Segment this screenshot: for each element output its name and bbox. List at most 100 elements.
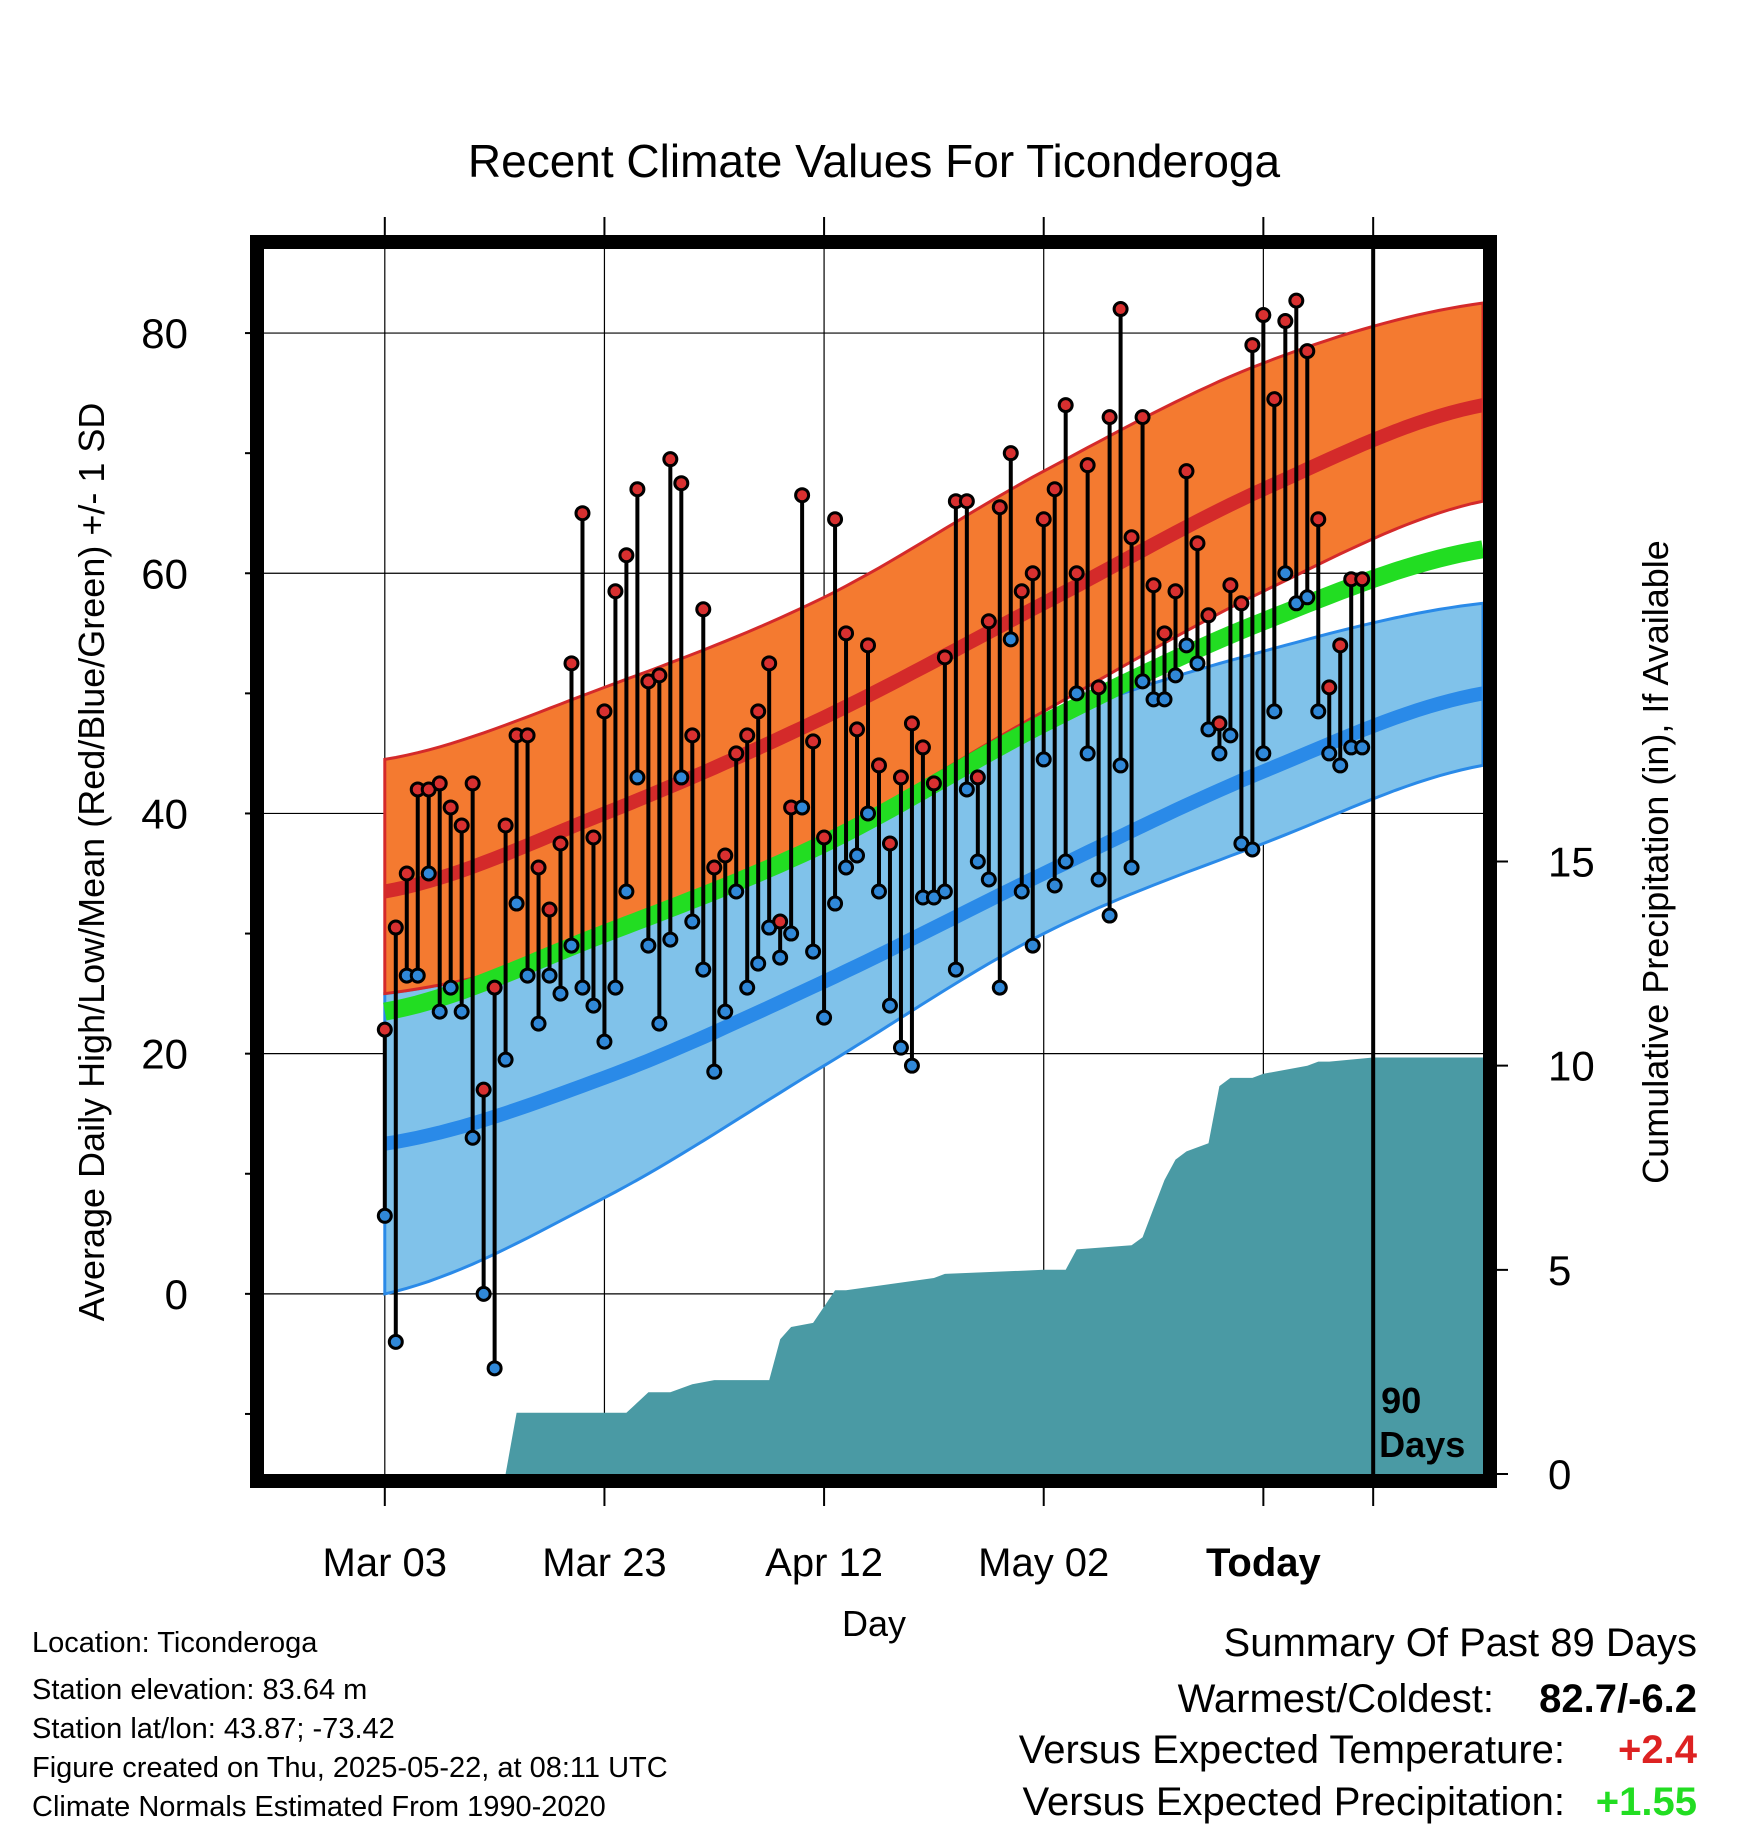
daily-low-point bbox=[442, 979, 459, 996]
daily-high-point bbox=[827, 511, 844, 528]
daily-high-point bbox=[442, 799, 459, 816]
daily-high-point bbox=[684, 727, 701, 744]
daily-low-point bbox=[640, 937, 657, 954]
daily-high-point bbox=[1068, 565, 1085, 582]
daily-low-point bbox=[849, 847, 866, 864]
daily-low-point bbox=[497, 1051, 514, 1068]
daily-high-point bbox=[1112, 301, 1129, 318]
daily-high-point bbox=[870, 757, 887, 774]
daily-low-point bbox=[453, 1003, 470, 1020]
station-info: Location: Ticonderoga Station elevation:… bbox=[32, 1627, 668, 1823]
daily-low-point bbox=[816, 1009, 833, 1026]
daily-high-point bbox=[376, 1021, 393, 1038]
daily-high-point bbox=[1035, 511, 1052, 528]
daily-low-point bbox=[728, 883, 745, 900]
daily-high-point bbox=[1057, 397, 1074, 414]
daily-low-point bbox=[684, 913, 701, 930]
daily-low-point bbox=[563, 937, 580, 954]
daily-low-point bbox=[1266, 703, 1283, 720]
daily-low-point bbox=[420, 865, 437, 882]
daily-low-point bbox=[651, 1015, 668, 1032]
daily-low-point bbox=[607, 979, 624, 996]
daily-high-point bbox=[1189, 535, 1206, 552]
y2-tick-label: 10 bbox=[1548, 1043, 1595, 1090]
daily-dots bbox=[376, 292, 1371, 1377]
daily-high-point bbox=[1299, 343, 1316, 360]
temp-vs-expected-value: +2.4 bbox=[1618, 1728, 1698, 1772]
daily-low-point bbox=[508, 895, 525, 912]
daily-high-point bbox=[936, 649, 953, 666]
daily-low-point bbox=[739, 979, 756, 996]
daily-high-point bbox=[398, 865, 415, 882]
plot-area bbox=[264, 249, 1483, 1474]
daily-low-point bbox=[1101, 907, 1118, 924]
location-text: Location: Ticonderoga bbox=[32, 1627, 318, 1659]
daily-low-point bbox=[1277, 565, 1294, 582]
daily-low-point bbox=[1244, 841, 1261, 858]
daily-high-point bbox=[497, 817, 514, 834]
daily-high-point bbox=[486, 979, 503, 996]
y2-axis-label: Cumulative Precipitation (in), If Availa… bbox=[1635, 540, 1676, 1184]
daily-high-point bbox=[1079, 457, 1096, 474]
daily-high-point bbox=[563, 655, 580, 672]
daily-high-point bbox=[1123, 529, 1140, 546]
x-tick-label: May 02 bbox=[978, 1541, 1109, 1585]
daily-high-point bbox=[1321, 679, 1338, 696]
daily-low-point bbox=[717, 1003, 734, 1020]
summary-title: Summary Of Past 89 Days bbox=[1224, 1621, 1697, 1665]
latlon-text: Station lat/lon: 43.87; -73.42 bbox=[32, 1713, 395, 1745]
daily-high-point bbox=[1013, 583, 1030, 600]
daily-low-point bbox=[1090, 871, 1107, 888]
daily-low-point bbox=[376, 1207, 393, 1224]
daily-high-point bbox=[1145, 577, 1162, 594]
daily-high-point bbox=[464, 775, 481, 792]
daily-low-point bbox=[1321, 745, 1338, 762]
daily-stems bbox=[382, 300, 1365, 1369]
daily-high-point bbox=[673, 475, 690, 492]
daily-low-point bbox=[1332, 757, 1349, 774]
warm-cold-value: 82.7/-6.2 bbox=[1539, 1677, 1697, 1721]
daily-high-point bbox=[728, 745, 745, 762]
daily-high-point bbox=[651, 667, 668, 684]
daily-high-point bbox=[585, 829, 602, 846]
daily-high-point bbox=[1156, 625, 1173, 642]
summary-panel: Summary Of Past 89 Days Warmest/Coldest:… bbox=[1019, 1621, 1698, 1824]
daily-low-point bbox=[695, 961, 712, 978]
daily-high-point bbox=[980, 613, 997, 630]
plot-frame bbox=[250, 235, 1497, 1488]
daily-low-point bbox=[1299, 589, 1316, 606]
daily-low-point bbox=[870, 883, 887, 900]
daily-low-point bbox=[1057, 853, 1074, 870]
daily-high-point bbox=[1288, 292, 1305, 309]
daily-high-point bbox=[1233, 595, 1250, 612]
daily-low-point bbox=[969, 853, 986, 870]
daily-high-point bbox=[849, 721, 866, 738]
daily-high-point bbox=[475, 1081, 492, 1098]
daily-high-point bbox=[1332, 637, 1349, 654]
temp-vs-expected-label: Versus Expected Temperature: bbox=[1019, 1728, 1565, 1772]
daily-high-point bbox=[1211, 715, 1228, 732]
daily-high-point bbox=[816, 829, 833, 846]
daily-low-point bbox=[1134, 673, 1151, 690]
daily-low-point bbox=[991, 979, 1008, 996]
daily-high-point bbox=[519, 727, 536, 744]
daily-low-point bbox=[1310, 703, 1327, 720]
daily-high-point bbox=[750, 703, 767, 720]
y2-tick-label: 5 bbox=[1548, 1247, 1571, 1294]
daily-low-point bbox=[936, 883, 953, 900]
daily-low-point bbox=[947, 961, 964, 978]
daily-high-point bbox=[1277, 313, 1294, 330]
daily-low-point bbox=[596, 1033, 613, 1050]
today-days-number: 90 bbox=[1381, 1380, 1421, 1421]
daily-high-point bbox=[1200, 607, 1217, 624]
daily-low-point bbox=[662, 931, 679, 948]
daily-low-point bbox=[387, 1333, 404, 1350]
x-axis-label: Day bbox=[842, 1603, 906, 1644]
daily-low-point bbox=[892, 1039, 909, 1056]
daily-low-point bbox=[1046, 877, 1063, 894]
daily-low-point bbox=[1167, 667, 1184, 684]
daily-low-point bbox=[431, 1003, 448, 1020]
daily-high-point bbox=[969, 769, 986, 786]
daily-high-point bbox=[596, 703, 613, 720]
